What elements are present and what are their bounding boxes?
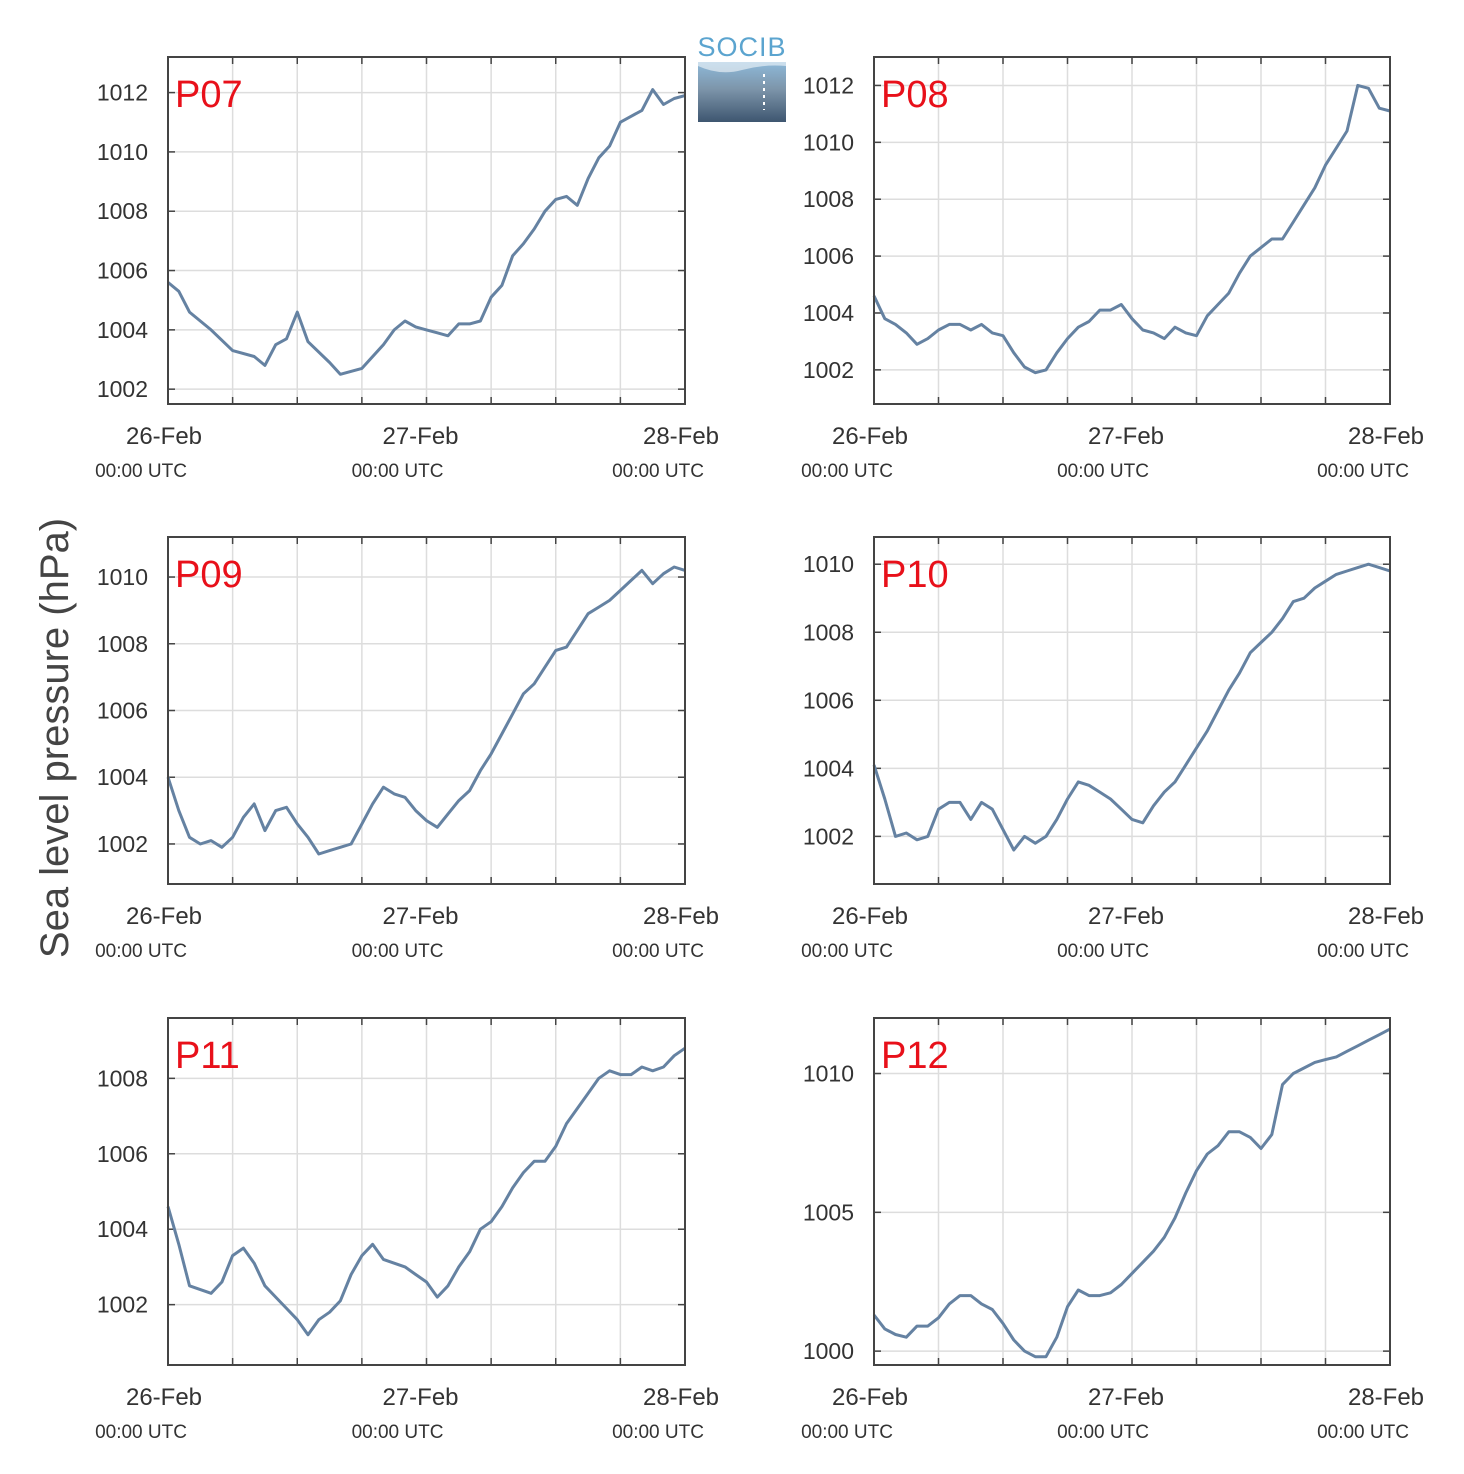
- y-tick-label: 1002: [97, 1292, 148, 1318]
- pressure-line: [872, 83, 1391, 375]
- y-tick-label: 1002: [97, 831, 148, 857]
- y-tick-label: 1010: [97, 139, 148, 165]
- y-tick-label: 1004: [803, 300, 854, 326]
- chart-panel-p11: 1002 1004 1006 1008 26-Feb 00:00 UTC 27-Feb 00:…: [95, 1017, 719, 1443]
- y-tick-label: 1012: [803, 72, 854, 98]
- chart-panel-p10: 1002 1004 1006 1008 1010 26-Feb 00:00 UTC 27-Fe…: [801, 536, 1424, 962]
- y-tick-label: 1006: [97, 698, 148, 724]
- pressure-line: [872, 1027, 1391, 1359]
- x-tick-time-label: 00:00 UTC: [1317, 941, 1409, 962]
- y-tick-label: 1010: [803, 551, 854, 577]
- y-tick-label: 1010: [97, 564, 148, 590]
- y-tick-label: 1006: [803, 687, 854, 713]
- y-tick-label: 1002: [803, 823, 854, 849]
- x-tick-time-label: 00:00 UTC: [1317, 1422, 1409, 1443]
- x-tick-date-label: 26-Feb: [832, 1384, 908, 1411]
- y-tick-label: 1008: [97, 198, 148, 224]
- y-tick-label: 1012: [97, 80, 148, 106]
- y-tick-label: 1006: [803, 243, 854, 269]
- y-tick-label: 1006: [97, 258, 148, 284]
- panel-title: P11: [175, 1035, 240, 1077]
- x-tick-time-label: 00:00 UTC: [352, 941, 444, 962]
- y-tick-label: 1004: [803, 755, 854, 781]
- chart-panel-p09: 1002 1004 1006 1008 1010 26-Feb 00:00 UTC 27-Fe…: [95, 536, 719, 962]
- x-tick-date-label: 28-Feb: [643, 903, 719, 930]
- x-tick-date-label: 28-Feb: [1348, 423, 1424, 450]
- pressure-line: [872, 562, 1391, 852]
- x-tick-time-label: 00:00 UTC: [352, 1422, 444, 1443]
- x-tick-time-label: 00:00 UTC: [95, 941, 187, 962]
- plot-frame: [167, 536, 686, 885]
- y-tick-label: 1010: [803, 1061, 854, 1087]
- plot-frame: [873, 1017, 1391, 1366]
- x-tick-time-label: 00:00 UTC: [612, 1422, 704, 1443]
- panel-title: P10: [881, 554, 949, 596]
- y-tick-label: 1002: [97, 376, 148, 402]
- panel-title: P09: [175, 554, 243, 596]
- y-tick-label: 1006: [97, 1141, 148, 1167]
- x-tick-time-label: 00:00 UTC: [1317, 461, 1409, 482]
- x-tick-date-label: 26-Feb: [126, 903, 202, 930]
- x-tick-date-label: 28-Feb: [1348, 903, 1424, 930]
- panel-title: P08: [881, 74, 949, 116]
- pressure-line: [166, 565, 686, 856]
- x-tick-date-label: 28-Feb: [1348, 1384, 1424, 1411]
- y-tick-label: 1008: [97, 631, 148, 657]
- plot-frame: [873, 536, 1391, 885]
- x-tick-date-label: 26-Feb: [126, 1384, 202, 1411]
- y-tick-label: 1004: [97, 317, 148, 343]
- x-tick-time-label: 00:00 UTC: [801, 461, 893, 482]
- x-tick-date-label: 27-Feb: [1088, 903, 1164, 930]
- x-tick-time-label: 00:00 UTC: [1057, 461, 1149, 482]
- y-tick-label: 1010: [803, 129, 854, 155]
- x-tick-date-label: 27-Feb: [1088, 1384, 1164, 1411]
- x-tick-date-label: 26-Feb: [832, 903, 908, 930]
- x-tick-time-label: 00:00 UTC: [95, 1422, 187, 1443]
- plot-frame: [167, 1017, 686, 1366]
- x-tick-time-label: 00:00 UTC: [1057, 941, 1149, 962]
- x-tick-date-label: 27-Feb: [382, 1384, 458, 1411]
- panel-title: P07: [175, 74, 243, 116]
- chart-panel-p12: 1000 1005 1010 26-Feb 00:00 UTC 27-Feb 00:00 U…: [801, 1017, 1424, 1443]
- chart-panel-p08: 1002 1004 1006 1008 1010 1012 26-Feb 00:00 UTC 2…: [801, 56, 1424, 482]
- logo-text: SOCIB: [697, 32, 786, 62]
- plot-frame: [167, 56, 686, 405]
- y-tick-label: 1008: [803, 619, 854, 645]
- x-tick-date-label: 26-Feb: [832, 423, 908, 450]
- socib-logo: SOCIB: [697, 32, 786, 122]
- x-tick-date-label: 28-Feb: [643, 423, 719, 450]
- x-tick-date-label: 27-Feb: [382, 423, 458, 450]
- plot-frame: [873, 56, 1391, 405]
- y-axis-label: Sea level pressure (hPa): [33, 518, 77, 958]
- x-tick-time-label: 00:00 UTC: [612, 461, 704, 482]
- x-tick-time-label: 00:00 UTC: [95, 461, 187, 482]
- pressure-line: [167, 88, 686, 376]
- x-tick-time-label: 00:00 UTC: [352, 461, 444, 482]
- y-tick-label: 1000: [803, 1338, 854, 1364]
- pressure-line: [166, 1046, 686, 1337]
- panel-title: P12: [881, 1035, 949, 1077]
- y-tick-label: 1008: [803, 186, 854, 212]
- x-tick-date-label: 28-Feb: [643, 1384, 719, 1411]
- x-tick-time-label: 00:00 UTC: [801, 1422, 893, 1443]
- y-tick-label: 1004: [97, 1216, 148, 1242]
- x-tick-time-label: 00:00 UTC: [1057, 1422, 1149, 1443]
- x-tick-time-label: 00:00 UTC: [612, 941, 704, 962]
- y-tick-label: 1008: [97, 1065, 148, 1091]
- y-tick-label: 1005: [803, 1199, 854, 1225]
- x-tick-date-label: 27-Feb: [1088, 423, 1164, 450]
- chart-panel-p07: 1002 1004 1006 1008 1010 1012 26-Feb 00:00 UTC 2…: [95, 56, 719, 482]
- x-tick-date-label: 26-Feb: [126, 423, 202, 450]
- x-tick-time-label: 00:00 UTC: [801, 941, 893, 962]
- y-tick-label: 1004: [97, 764, 148, 790]
- x-tick-date-label: 27-Feb: [382, 903, 458, 930]
- y-tick-label: 1002: [803, 357, 854, 383]
